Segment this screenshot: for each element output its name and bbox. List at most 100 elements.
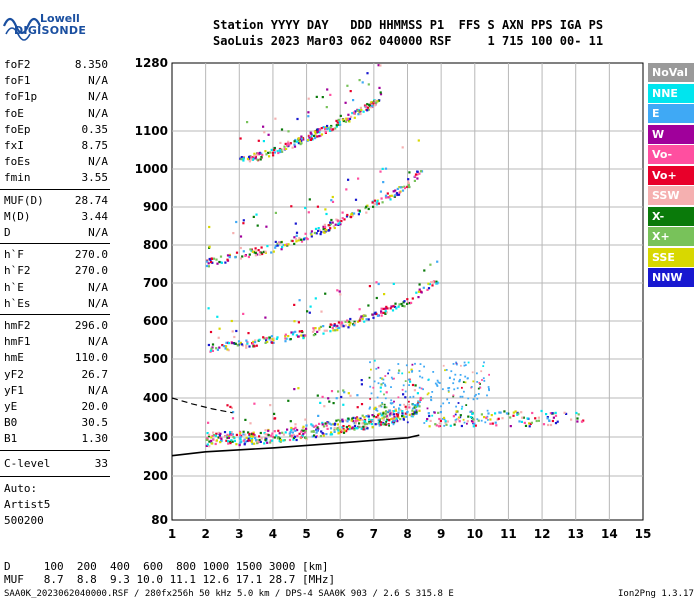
echo-point	[297, 239, 300, 242]
echo-point	[326, 427, 329, 430]
echo-point	[284, 333, 287, 336]
echo-point	[457, 416, 461, 419]
echo-point	[418, 405, 421, 408]
echo-point	[313, 231, 316, 235]
echo-point	[316, 205, 319, 208]
echo-point	[273, 412, 276, 415]
echo-point	[461, 386, 463, 389]
echo-point	[396, 193, 399, 196]
echo-point	[262, 125, 265, 128]
echo-point	[302, 337, 305, 340]
param-label: D	[4, 226, 11, 239]
echo-point	[276, 437, 279, 440]
echo-point	[409, 380, 412, 383]
echo-point	[319, 401, 322, 404]
y-tick-label: 700	[143, 276, 168, 290]
echo-point	[417, 296, 420, 299]
echo-point	[304, 429, 307, 432]
echo-point	[235, 251, 239, 254]
echo-point	[239, 441, 242, 444]
echo-point	[402, 418, 405, 421]
echo-point	[356, 394, 359, 397]
y-axis-ticks: 80 200 300 400 500 600 700 800 900 1000 1100 1280	[135, 56, 168, 527]
echo-point	[314, 132, 317, 135]
echo-point	[318, 229, 321, 232]
echo-point	[324, 292, 327, 295]
param-value: 3.55	[81, 171, 109, 185]
echo-point	[329, 222, 332, 226]
echo-point	[408, 384, 410, 386]
echo-point	[362, 314, 365, 317]
echo-point	[528, 425, 531, 428]
echo-point	[260, 152, 263, 155]
echo-point	[345, 425, 348, 429]
echo-point	[317, 229, 320, 232]
echo-point	[310, 233, 313, 236]
echo-point	[413, 179, 416, 182]
echo-point	[350, 115, 353, 118]
echo-point	[389, 194, 392, 198]
echo-point	[297, 335, 300, 338]
echo-point	[249, 158, 253, 161]
echo-point	[392, 413, 395, 416]
echo-point	[386, 192, 389, 195]
echo-point	[219, 441, 222, 444]
echo-point	[350, 419, 353, 422]
param-value: 30.5	[81, 416, 109, 430]
echo-point	[305, 237, 308, 240]
echo-point	[376, 200, 379, 203]
echo-point	[239, 434, 242, 437]
echo-point	[341, 420, 344, 423]
param-fof1p: foF1p N/A	[4, 89, 108, 105]
echo-point	[458, 380, 461, 383]
echo-point	[384, 412, 387, 415]
echo-point	[375, 409, 378, 411]
y-tick-label: 600	[143, 314, 168, 328]
echo-point	[360, 403, 364, 406]
echo-point	[382, 378, 385, 381]
echo-point	[324, 130, 327, 134]
echo-point	[260, 156, 263, 159]
echo-point	[231, 417, 235, 420]
echo-point	[211, 343, 215, 346]
echo-point	[329, 227, 332, 230]
echo-point	[342, 325, 345, 328]
echo-point	[233, 335, 236, 339]
echo-point	[377, 202, 380, 205]
echo-point	[345, 117, 348, 120]
echo-point	[410, 415, 413, 418]
echo-point	[212, 434, 215, 437]
echo-point	[353, 324, 356, 327]
echo-point	[314, 134, 317, 137]
echo-point	[231, 330, 234, 333]
echo-point	[436, 379, 439, 382]
echo-point	[354, 422, 357, 425]
echo-point	[430, 281, 433, 284]
echo-point	[338, 326, 341, 329]
echo-point	[273, 436, 276, 439]
echo-point	[347, 178, 350, 181]
echo-point	[391, 410, 394, 414]
echo-point	[377, 419, 380, 422]
echo-point	[397, 416, 400, 419]
echo-point	[410, 368, 413, 371]
echo-point	[551, 412, 554, 415]
echo-point	[448, 377, 451, 379]
echo-point	[284, 337, 287, 340]
echo-point	[293, 303, 296, 306]
echo-point	[275, 337, 278, 340]
echo-point	[457, 402, 460, 404]
echo-point	[274, 211, 277, 214]
echo-point	[287, 130, 290, 133]
echo-point	[313, 434, 316, 437]
echo-point	[418, 386, 421, 389]
echo-point	[399, 403, 402, 407]
y-tick-label: 1100	[135, 124, 168, 138]
echo-point	[431, 391, 434, 393]
echo-point	[264, 150, 267, 153]
echo-point	[416, 405, 419, 408]
echo-point	[256, 253, 259, 256]
echo-point	[446, 398, 449, 401]
echo-point	[390, 376, 393, 379]
echo-point	[439, 411, 442, 414]
